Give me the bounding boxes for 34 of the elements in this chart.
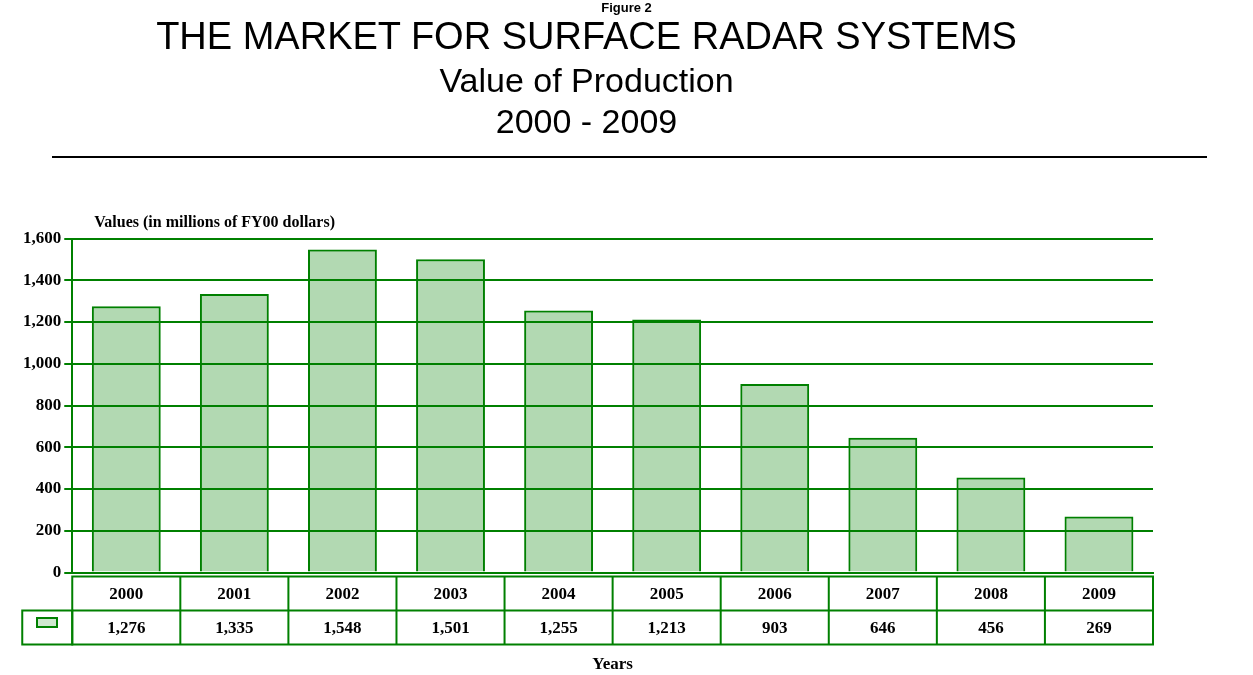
data-label: 1,501 xyxy=(431,617,470,637)
y-tick-label: 1,400 xyxy=(23,269,62,289)
x-tick-label: 2001 xyxy=(217,584,252,604)
x-tick-label: 2008 xyxy=(973,584,1008,604)
y-axis-title: Values (in millions of FY00 dollars) xyxy=(94,212,336,231)
chart-subtitle: Value of Production 2000 - 2009 xyxy=(439,60,734,140)
data-label: 903 xyxy=(761,617,788,637)
data-label: 269 xyxy=(1086,617,1112,637)
caption: Figure 2 xyxy=(600,0,653,15)
x-tick-label: 2003 xyxy=(433,584,468,604)
data-label: 646 xyxy=(870,617,896,637)
data-label: 456 xyxy=(978,617,1004,637)
x-tick-label: 2009 xyxy=(1081,584,1116,604)
chart-title: THE MARKET FOR SURFACE RADAR SYSTEMS xyxy=(156,15,1017,58)
y-tick-label: 200 xyxy=(35,520,62,540)
y-tick-label: 600 xyxy=(35,436,62,456)
data-label: 1,548 xyxy=(323,617,362,637)
y-tick-label: 0 xyxy=(52,561,62,581)
data-label: 1,255 xyxy=(539,617,578,637)
x-axis-title: Years xyxy=(592,653,634,673)
x-tick-label: 2002 xyxy=(325,584,360,604)
y-tick-label: 1,600 xyxy=(23,227,62,247)
y-tick-label: 1,000 xyxy=(23,353,62,373)
x-tick-label: 2005 xyxy=(649,584,684,604)
x-tick-label: 2000 xyxy=(109,584,144,604)
x-tick-label: 2006 xyxy=(757,584,792,604)
x-tick-label: 2004 xyxy=(541,584,577,604)
data-label: 1,335 xyxy=(215,617,254,637)
y-tick-label: 1,200 xyxy=(23,311,62,331)
data-label: 1,213 xyxy=(647,617,686,637)
x-tick-label: 2007 xyxy=(865,584,901,604)
data-label: 1,276 xyxy=(107,617,146,637)
y-tick-label: 800 xyxy=(35,394,62,414)
y-tick-label: 400 xyxy=(35,478,62,498)
